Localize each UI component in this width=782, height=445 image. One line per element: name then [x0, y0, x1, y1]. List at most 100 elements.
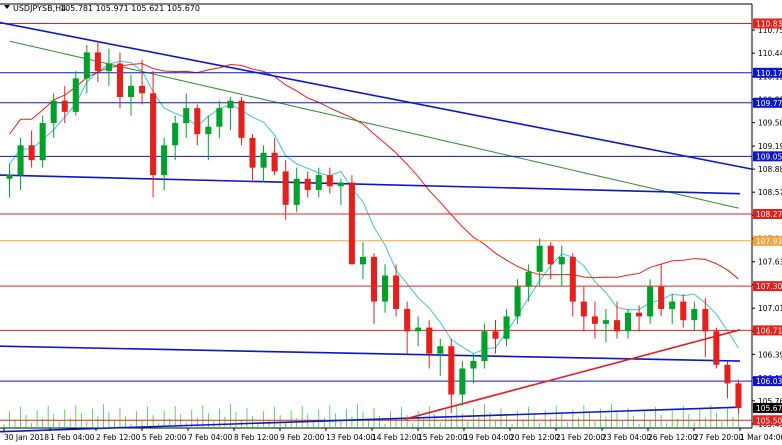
candle-body	[613, 320, 621, 332]
current-price-label: 105.670	[756, 404, 782, 413]
candle-body	[735, 383, 742, 408]
y-tick-label: 106.390	[758, 350, 782, 359]
candle-body	[337, 182, 344, 187]
candle-body	[39, 123, 46, 161]
candle-body	[580, 301, 587, 317]
level-tag	[753, 208, 782, 219]
level-tag	[753, 376, 782, 387]
candle-body	[238, 100, 245, 138]
candle-body	[61, 100, 68, 112]
candle-body	[139, 85, 146, 94]
dropdown-triangle-icon[interactable]	[4, 5, 10, 9]
candle-body	[437, 346, 444, 354]
candle-body	[282, 171, 289, 205]
candle-body	[271, 152, 278, 172]
level-tag	[753, 67, 782, 78]
level-tag	[753, 415, 782, 426]
lower-channel-line	[0, 345, 741, 362]
symbol-label: USDJPYSB,H4	[13, 4, 66, 13]
level-tag	[753, 18, 782, 29]
candle-body	[691, 308, 698, 321]
candle-body	[94, 52, 101, 71]
candle-body	[514, 286, 521, 317]
candle-body	[404, 308, 411, 332]
candle-body	[481, 331, 488, 362]
candle-body	[591, 316, 598, 324]
candle-body	[161, 145, 168, 176]
x-tick-label: 26 Feb 12:00	[648, 433, 697, 442]
candle-body	[127, 85, 135, 97]
candle-body	[624, 312, 632, 332]
trend-lines	[0, 21, 753, 433]
candle-body	[150, 93, 157, 176]
candle-body	[382, 275, 389, 302]
x-tick-label: 19 Feb 04:00	[464, 433, 513, 442]
y-tick-label: 105.765	[758, 397, 782, 406]
level-tag-label: 107.917	[756, 237, 782, 246]
level-tag	[753, 151, 782, 162]
candle-body	[105, 63, 112, 71]
y-tick-label: 109.505	[758, 119, 782, 128]
level-tag	[753, 281, 782, 292]
level-tag	[753, 97, 782, 108]
y-tick-label: 110.440	[758, 49, 782, 58]
level-tag-label: 108.277	[756, 210, 782, 219]
level-tag-label: 109.052	[756, 152, 782, 161]
level-tag-label: 106.712	[756, 326, 782, 335]
candle-body	[658, 286, 665, 309]
candle-body	[492, 331, 499, 339]
x-tick-label: 21 Feb 20:00	[556, 433, 605, 442]
price-tags: 110.838 110.175 109.772 109.052 108.277 107.9…	[753, 18, 782, 426]
bottom-support-line	[0, 406, 741, 433]
uptrend-line	[404, 329, 741, 420]
candle-body	[293, 178, 300, 205]
candle-body	[172, 123, 179, 146]
x-tick-label: 1 Feb 04:00	[50, 433, 95, 442]
candle-body	[547, 245, 554, 265]
candle-body	[216, 108, 223, 127]
candle-body	[194, 108, 201, 135]
level-tag-label: 110.175	[756, 69, 782, 78]
candle-body	[315, 175, 322, 190]
ma-mid-line	[9, 62, 739, 280]
chart-header: USDJPYSB,H4 105.781 105.971 105.621 105.…	[4, 4, 200, 13]
candle-body	[183, 108, 190, 124]
x-tick-label: 8 Feb 12:00	[234, 433, 279, 442]
candle-body	[393, 275, 400, 309]
candle-body	[713, 331, 720, 365]
downtrend-line	[0, 21, 753, 170]
candle-body	[702, 308, 709, 332]
current-price-tag	[753, 402, 782, 413]
candle-body	[28, 145, 35, 161]
candle-body	[536, 245, 543, 272]
candle-body	[647, 286, 654, 317]
candle-body	[50, 100, 57, 124]
candle-body	[470, 361, 477, 369]
level-tag	[753, 325, 782, 336]
candle-body	[569, 256, 576, 302]
ma-slow-line	[9, 40, 739, 209]
y-tick-label: 109.190	[758, 142, 782, 151]
candle-body	[724, 364, 731, 384]
candle-body	[348, 182, 355, 265]
candle-body	[370, 256, 378, 302]
x-tick-label: 15 Feb 20:00	[418, 433, 467, 442]
y-tick-label: 108.880	[758, 165, 782, 174]
candle-body	[326, 175, 333, 187]
candle-body	[83, 52, 90, 79]
candle-body	[304, 178, 311, 190]
level-tag-label: 106.030	[756, 377, 782, 386]
candle-body	[426, 327, 433, 354]
candle-body	[525, 271, 532, 287]
time-axis: 30 Jan 2018 1 Feb 04:00 2 Feb 12:00 5 Feb 2…	[3, 428, 782, 442]
x-tick-label: 14 Feb 12:00	[372, 433, 421, 442]
candle-body	[205, 126, 212, 135]
x-tick-label: 2 Feb 12:00	[96, 433, 141, 442]
level-tag	[753, 235, 782, 246]
candle-body	[415, 327, 422, 332]
ohlc-label: 105.781 105.971 105.621 105.670	[60, 4, 200, 13]
candle-body	[459, 368, 466, 395]
level-tag-label: 105.504	[756, 416, 782, 425]
candle-body	[72, 78, 79, 112]
